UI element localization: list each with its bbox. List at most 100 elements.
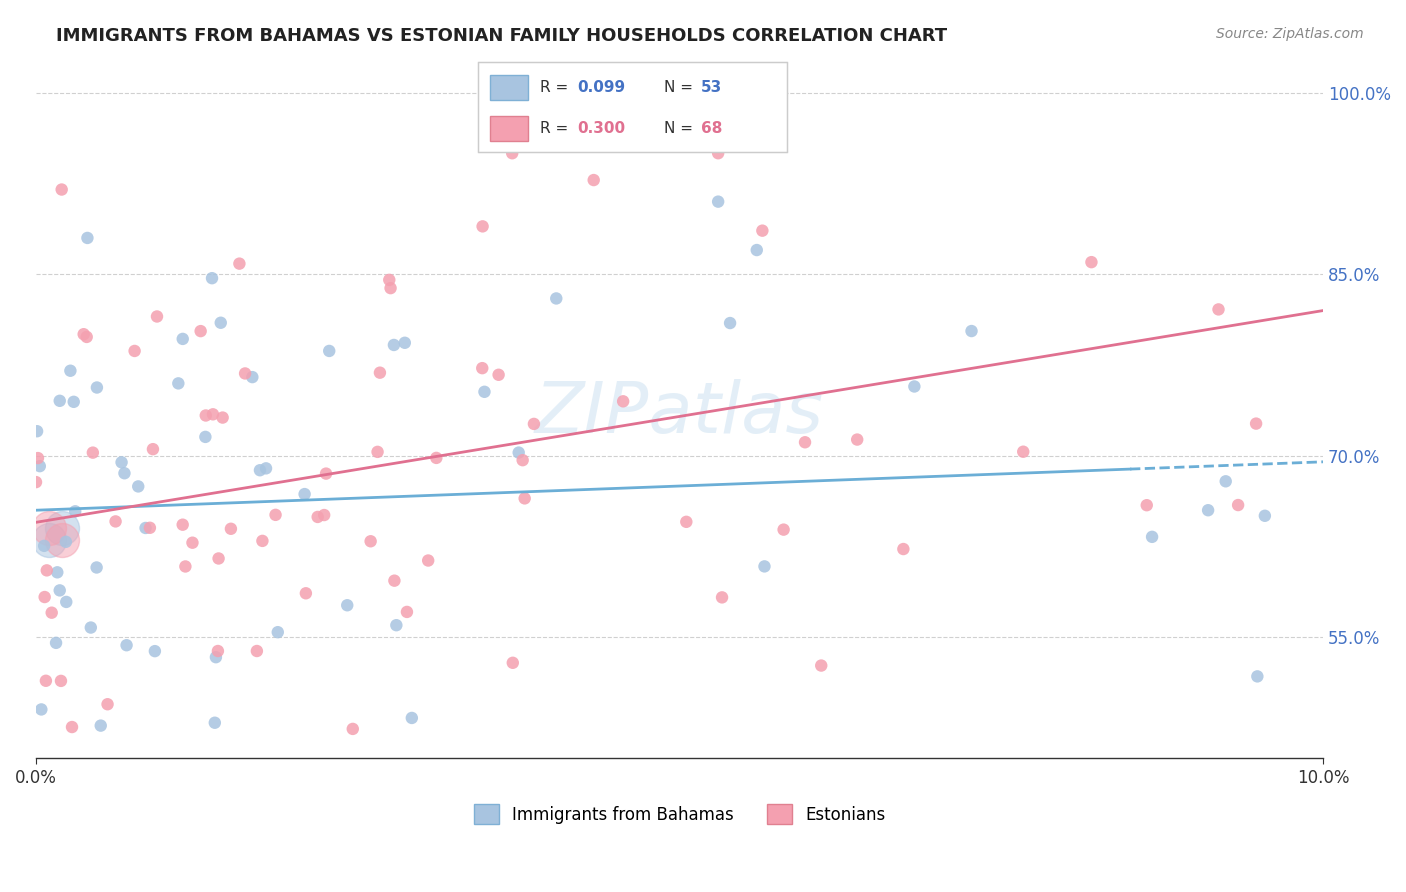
Point [314, 508, 336, 522]
Point [110, 455, 132, 469]
Point [139, 521, 162, 535]
Text: R =: R = [540, 121, 574, 136]
Point [60, 720, 83, 734]
Point [30, 702, 52, 716]
Point [194, 409, 217, 423]
Point [707, 194, 730, 209]
Point [385, 618, 408, 632]
Point [65, 504, 87, 518]
Point [228, 257, 250, 271]
Point [38, 533, 60, 548]
Point [146, 310, 169, 324]
Point [46, 566, 69, 580]
Point [86, 560, 108, 574]
Point [59, 364, 82, 378]
Point [523, 417, 546, 431]
Point [80, 621, 103, 635]
Point [204, 715, 226, 730]
Point [249, 463, 271, 477]
Point [127, 479, 149, 493]
Point [1246, 669, 1268, 683]
Point [810, 658, 832, 673]
Point [501, 146, 523, 161]
Bar [491, 75, 527, 100]
Point [336, 599, 359, 613]
Text: Source: ZipAtlas.com: Source: ZipAtlas.com [1216, 27, 1364, 41]
Point [32, 539, 55, 553]
Point [194, 430, 217, 444]
Point [512, 453, 534, 467]
Point [142, 442, 165, 457]
Point [82, 445, 104, 459]
Text: N =: N = [664, 80, 697, 95]
Point [1244, 417, 1267, 431]
Point [754, 559, 776, 574]
Point [114, 467, 136, 481]
Text: ZIPatlas: ZIPatlas [536, 379, 824, 448]
Point [167, 376, 190, 391]
Point [246, 644, 269, 658]
Point [794, 435, 817, 450]
Point [86, 380, 108, 394]
Point [201, 271, 224, 285]
Point [90, 718, 112, 732]
Point [190, 324, 212, 338]
Bar [491, 116, 527, 141]
Point [307, 510, 329, 524]
Point [513, 491, 536, 506]
Point [634, 86, 657, 100]
Point [104, 515, 127, 529]
Point [711, 591, 734, 605]
Point [378, 273, 401, 287]
Point [474, 384, 496, 399]
Point [380, 281, 402, 295]
Point [394, 335, 416, 350]
Text: 53: 53 [700, 80, 723, 95]
Point [1140, 530, 1163, 544]
Point [772, 523, 794, 537]
Text: R =: R = [540, 80, 574, 95]
Point [315, 467, 337, 481]
Point [1215, 475, 1237, 489]
Point [62, 394, 84, 409]
Point [28, 459, 51, 474]
Point [172, 517, 194, 532]
Point [55, 595, 77, 609]
Point [846, 433, 869, 447]
Point [360, 534, 382, 549]
Point [115, 638, 138, 652]
Point [51, 533, 73, 548]
Point [201, 407, 224, 421]
Point [25, 424, 48, 438]
Point [1136, 498, 1159, 512]
Point [45, 636, 67, 650]
Point [718, 316, 741, 330]
Point [211, 410, 233, 425]
Point [1254, 508, 1277, 523]
Text: 68: 68 [700, 121, 723, 136]
Point [903, 379, 925, 393]
Point [425, 450, 447, 465]
Point [264, 508, 287, 522]
Text: 0.300: 0.300 [576, 121, 626, 136]
Point [48, 583, 70, 598]
Point [745, 243, 768, 257]
Point [240, 370, 263, 384]
Point [384, 574, 406, 588]
Point [207, 551, 229, 566]
Point [35, 673, 58, 688]
Point [51, 182, 73, 196]
Point [267, 625, 290, 640]
Text: 0.099: 0.099 [576, 80, 626, 95]
Point [893, 542, 915, 557]
Point [181, 535, 204, 549]
Point [55, 534, 77, 549]
Point [76, 231, 98, 245]
Point [49, 673, 72, 688]
Point [707, 146, 730, 161]
Text: N =: N = [664, 121, 697, 136]
Point [751, 224, 773, 238]
Point [582, 173, 605, 187]
Point [34, 590, 56, 604]
Point [48, 393, 70, 408]
